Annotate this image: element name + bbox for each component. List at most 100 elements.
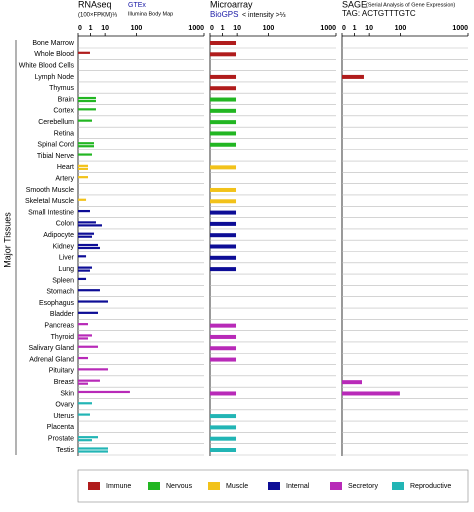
bar — [78, 334, 92, 337]
tissue-label: Placenta — [47, 424, 74, 431]
panel-title: SAGE — [342, 0, 367, 9]
bar — [78, 402, 92, 405]
bar — [78, 235, 92, 238]
tissue-label: Ovary — [55, 402, 74, 409]
bar — [210, 74, 237, 79]
x-tick-label: 1 — [89, 25, 93, 32]
bar — [78, 145, 95, 148]
bar — [78, 379, 100, 382]
x-tick-label: 100 — [263, 25, 275, 32]
bar — [78, 323, 89, 326]
panel-subtitle: (100×FPKM)⅓ — [78, 13, 117, 19]
bar — [78, 450, 109, 453]
tissue-label: Prostate — [48, 436, 74, 443]
bar — [78, 447, 109, 450]
bar — [78, 255, 87, 258]
bar — [210, 323, 237, 328]
bar — [210, 448, 237, 452]
bar — [78, 119, 92, 122]
tissue-label: Brain — [58, 96, 74, 103]
bar — [210, 187, 237, 192]
tissue-label: Adipocyte — [43, 232, 74, 239]
tissue-label: Skeletal Muscle — [25, 198, 74, 205]
legend-swatch — [392, 482, 404, 490]
tissue-label: Liver — [59, 255, 75, 262]
tissue-label: Heart — [57, 164, 74, 171]
bar — [210, 131, 237, 136]
bar — [78, 142, 95, 145]
tissue-label: Testis — [56, 447, 74, 454]
legend-label: Internal — [286, 483, 310, 490]
bar — [210, 425, 237, 430]
bar — [210, 86, 237, 91]
bar — [78, 368, 109, 371]
bar — [78, 246, 100, 250]
bar — [210, 199, 237, 204]
bar — [78, 232, 95, 235]
tissue-label: Pancreas — [44, 322, 74, 329]
x-tick-label: 0 — [342, 25, 346, 32]
bar — [78, 153, 92, 156]
bar — [78, 96, 96, 100]
tissue-label: Spinal Cord — [37, 142, 74, 149]
series-name: BioGPS — [210, 10, 238, 19]
bar — [78, 221, 96, 224]
tissue-label: Thyroid — [51, 334, 74, 341]
legend-label: Secretory — [348, 483, 378, 490]
bar — [210, 414, 237, 419]
x-tick-label: 1000 — [452, 25, 468, 32]
tissue-label: Lung — [58, 266, 74, 273]
legend-swatch — [148, 482, 160, 490]
bar — [210, 52, 237, 57]
legend-swatch — [88, 482, 100, 490]
x-tick-label: 10 — [233, 25, 241, 32]
bar — [78, 176, 89, 179]
x-tick-label: 100 — [395, 25, 407, 32]
bar — [342, 380, 363, 385]
tissue-label: Bladder — [50, 311, 75, 318]
bar — [210, 233, 237, 238]
panel-subtitle: < intensity >⅓ — [242, 12, 286, 19]
bar — [210, 165, 237, 170]
bar — [78, 439, 92, 442]
tissue-label: White Blood Cells — [19, 62, 75, 69]
bar — [210, 97, 237, 102]
bar — [78, 356, 89, 360]
bar — [210, 255, 237, 260]
bar — [78, 436, 99, 439]
legend-label: Muscle — [226, 483, 248, 490]
tissue-label: Adrenal Gland — [29, 356, 74, 363]
bar — [78, 413, 90, 416]
tissue-label: Artery — [55, 176, 74, 183]
bar — [78, 99, 96, 103]
bar — [342, 391, 400, 396]
bar — [78, 300, 109, 303]
tissue-label: Uterus — [53, 413, 74, 420]
bar — [78, 167, 89, 170]
tissue-label: Stomach — [46, 289, 74, 296]
bar — [78, 266, 92, 269]
x-tick-label: 1 — [353, 25, 357, 32]
bar — [210, 142, 237, 147]
x-tick-label: 10 — [365, 25, 373, 32]
bar — [210, 120, 237, 125]
tissue-label: Esophagus — [39, 300, 75, 307]
tissue-label: Spleen — [52, 277, 74, 284]
tissue-label: Tibial Nerve — [37, 153, 74, 160]
bar — [78, 164, 89, 167]
tissue-label: Lymph Node — [35, 74, 75, 81]
x-tick-label: 100 — [131, 25, 143, 32]
legend-swatch — [330, 482, 342, 490]
bar — [210, 221, 237, 226]
legend-swatch — [208, 482, 220, 490]
bar — [78, 337, 89, 340]
legend-label: Nervous — [166, 483, 193, 490]
tissue-label: Retina — [54, 130, 74, 137]
legend-swatch — [268, 482, 280, 490]
bar — [78, 269, 90, 272]
tissue-label: Smooth Muscle — [26, 187, 74, 194]
tissue-label: Bone Marrow — [32, 40, 75, 47]
x-tick-label: 1000 — [320, 25, 336, 32]
bar — [78, 108, 96, 111]
